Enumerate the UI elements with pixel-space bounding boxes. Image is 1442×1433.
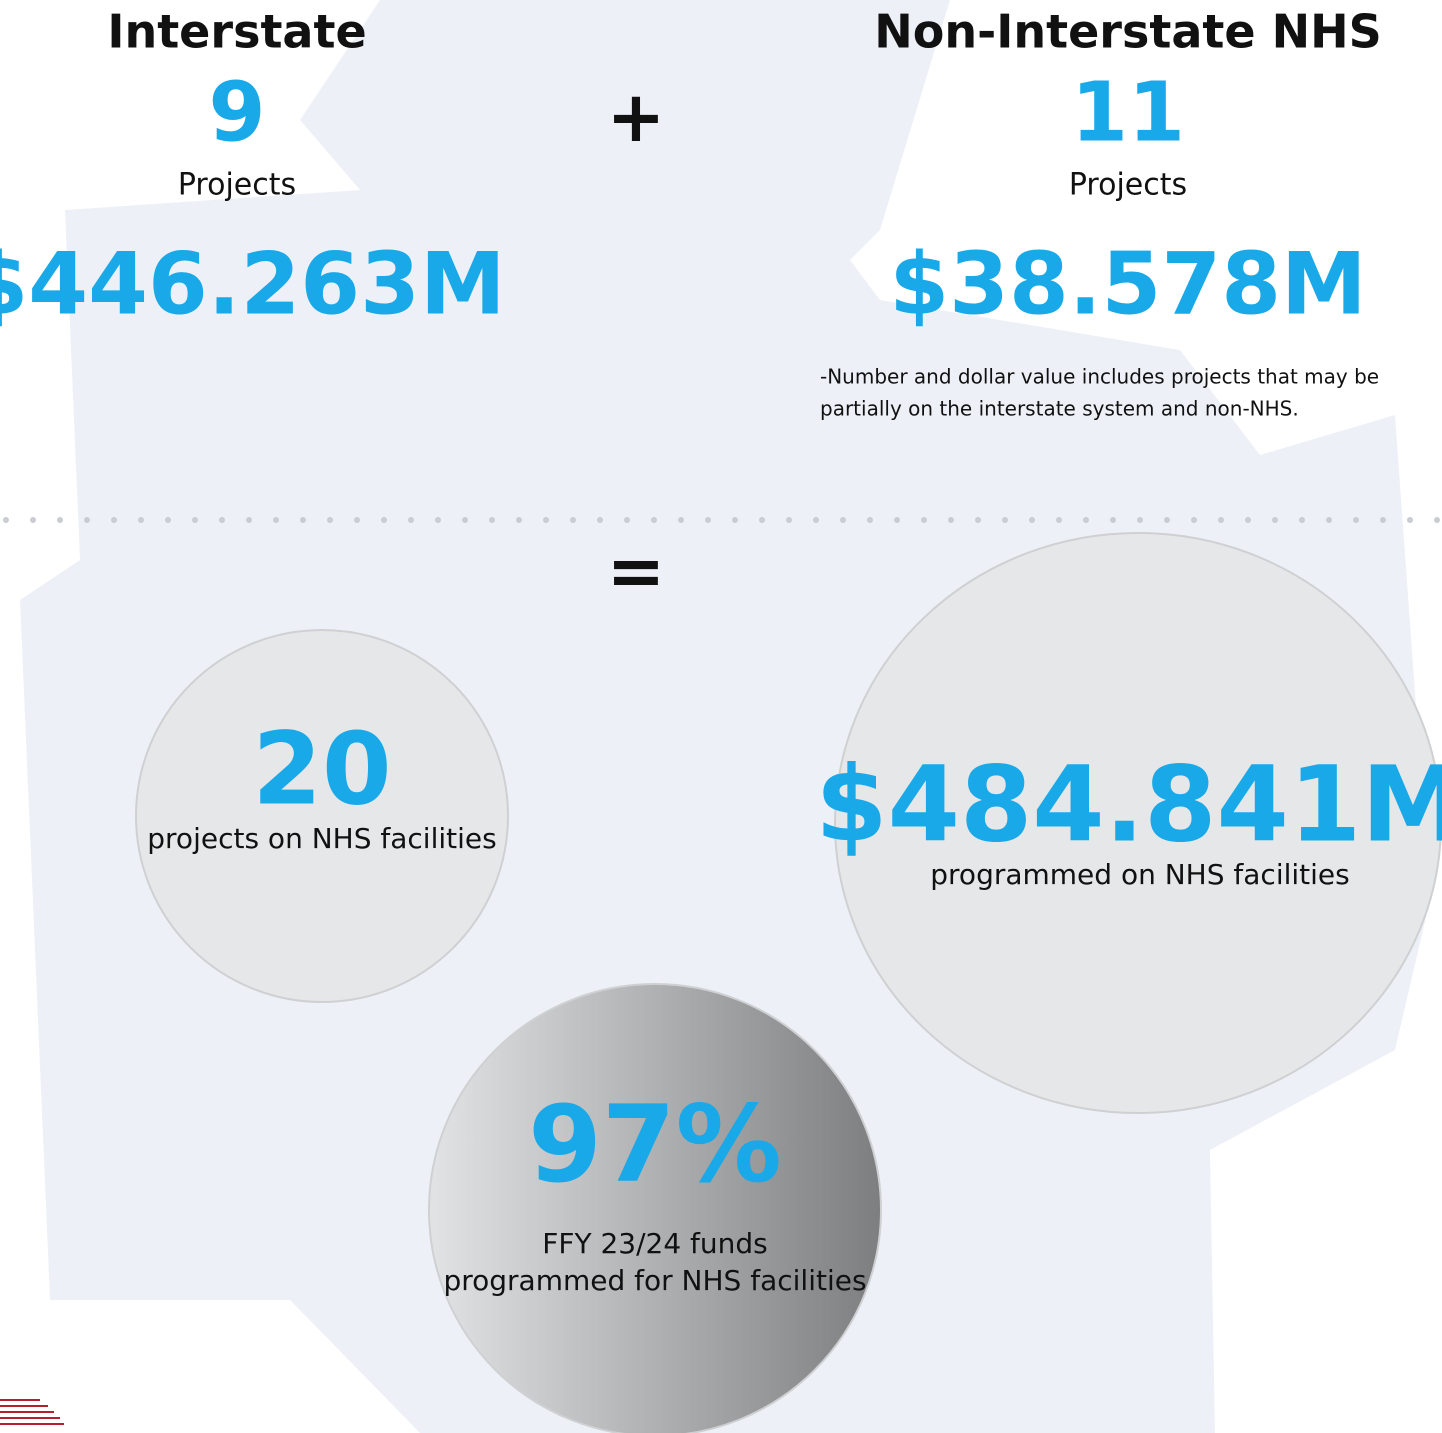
dot (354, 517, 360, 523)
left-count: 9 (208, 65, 265, 160)
dot (813, 517, 819, 523)
plus: + (607, 76, 666, 158)
dotted-divider (3, 517, 1440, 523)
dot (1191, 517, 1197, 523)
dot (57, 517, 63, 523)
circle (834, 532, 1442, 1114)
dot (273, 517, 279, 523)
dot (84, 517, 90, 523)
dot (192, 517, 198, 523)
dot (1299, 517, 1305, 523)
dot (327, 517, 333, 523)
dot (759, 517, 765, 523)
dot (165, 517, 171, 523)
dot (732, 517, 738, 523)
circle (428, 983, 882, 1433)
dot (1056, 517, 1062, 523)
circle (135, 629, 509, 1003)
dot (840, 517, 846, 523)
dot (1218, 517, 1224, 523)
dot (300, 517, 306, 523)
dot (1434, 517, 1440, 523)
dot (597, 517, 603, 523)
dot (1353, 517, 1359, 523)
equals: = (607, 530, 666, 612)
left-amount: $446.263M (0, 234, 506, 334)
dot (894, 517, 900, 523)
dot (246, 517, 252, 523)
share-label: FFY 23/24 funds (542, 1227, 768, 1260)
dollars-value: $484.841M (815, 743, 1442, 865)
dot (1245, 517, 1251, 523)
dot (1110, 517, 1116, 523)
logo (0, 1399, 64, 1425)
dot (948, 517, 954, 523)
right-count-label: Projects (1069, 168, 1187, 203)
dot (975, 517, 981, 523)
dot (1083, 517, 1089, 523)
dot (516, 517, 522, 523)
dot (1137, 517, 1143, 523)
dot (705, 517, 711, 523)
dot (138, 517, 144, 523)
dot (408, 517, 414, 523)
dot (1029, 517, 1035, 523)
dot (1164, 517, 1170, 523)
dot (786, 517, 792, 523)
projects-value: 20 (252, 710, 391, 827)
dot (543, 517, 549, 523)
note-line: -Number and dollar value includes projec… (820, 365, 1379, 389)
dot (921, 517, 927, 523)
right-count: 11 (1071, 65, 1185, 160)
dot (624, 517, 630, 523)
projects-label: projects on NHS facilities (147, 822, 496, 855)
dot (1380, 517, 1386, 523)
share-value: 97% (528, 1083, 782, 1206)
dot (1272, 517, 1278, 523)
dot (651, 517, 657, 523)
dot (570, 517, 576, 523)
dot (489, 517, 495, 523)
right-title: Non-Interstate NHS (874, 5, 1381, 59)
dot (381, 517, 387, 523)
dot (219, 517, 225, 523)
left-count-label: Projects (178, 168, 296, 203)
dot (867, 517, 873, 523)
dot (1407, 517, 1413, 523)
dot (435, 517, 441, 523)
dot (3, 517, 9, 523)
dot (30, 517, 36, 523)
left-title: Interstate (107, 5, 366, 59)
dot (1326, 517, 1332, 523)
dot (1002, 517, 1008, 523)
right-amount: $38.578M (889, 234, 1366, 334)
dot (678, 517, 684, 523)
dollars-label: programmed on NHS facilities (930, 858, 1349, 891)
note-line: partially on the interstate system and n… (820, 397, 1299, 421)
share-label: programmed for NHS facilities (443, 1264, 866, 1297)
dot (111, 517, 117, 523)
dot (462, 517, 468, 523)
